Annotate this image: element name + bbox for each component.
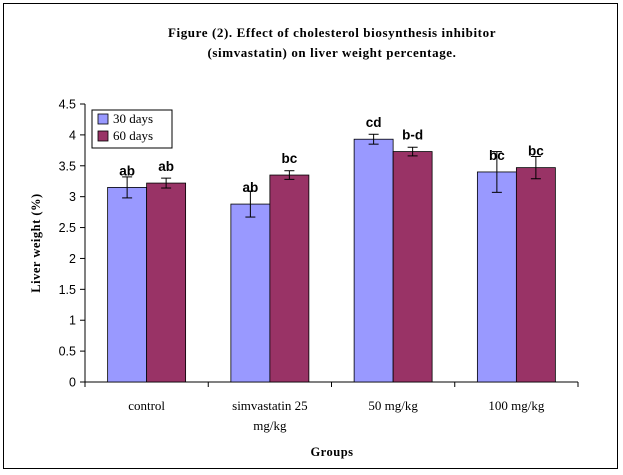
bar <box>146 182 187 383</box>
y-axis-title: Liver weight (%) <box>29 193 43 292</box>
bar <box>107 186 148 383</box>
y-tick-label: 2 <box>69 252 76 266</box>
chart-title-line-2: (simvastatin) on liver weight percentage… <box>207 45 456 60</box>
legend-label-30-days: 30 days <box>113 111 153 126</box>
bar <box>269 174 310 383</box>
y-tick-label: 1 <box>69 314 76 328</box>
y-tick-label: 2.5 <box>59 221 76 235</box>
y-tick-label: 1.5 <box>59 283 76 297</box>
data-label: bc <box>528 144 544 159</box>
data-label: ab <box>242 180 258 195</box>
bar <box>230 203 271 383</box>
bar <box>392 151 433 383</box>
y-tick-label: 3 <box>69 190 76 204</box>
y-tick-label: 0 <box>69 376 76 390</box>
legend: 30 days 60 days <box>91 109 173 149</box>
bar <box>515 167 556 383</box>
bar <box>353 138 394 383</box>
data-label: b-d <box>402 128 423 143</box>
plot-area: 0 0.5 1 1.5 2 2.5 3 3.5 4 4.5 control simvastatin 2… <box>59 98 579 433</box>
data-label: ab <box>119 163 135 178</box>
x-category-label: 100 mg/kg <box>488 398 544 413</box>
x-category-label: simvastatin 25 <box>232 398 307 413</box>
x-category-label: control <box>128 398 165 413</box>
data-label: ab <box>158 159 174 174</box>
y-tick-label: 0.5 <box>59 345 76 359</box>
data-label: cd <box>366 115 382 130</box>
x-axis-title: Groups <box>310 445 353 459</box>
bar <box>476 171 517 383</box>
legend-swatch-30-days <box>97 113 109 125</box>
data-label: bc <box>489 148 505 163</box>
data-label: bc <box>281 151 297 166</box>
legend-label-60-days: 60 days <box>113 128 153 143</box>
y-tick-label: 4 <box>69 128 76 142</box>
y-tick-label: 4.5 <box>59 98 76 112</box>
y-tick-label: 3.5 <box>59 159 76 173</box>
legend-swatch-60-days <box>97 130 109 142</box>
chart-title-line-1: Figure (2). Effect of cholesterol biosyn… <box>168 25 496 40</box>
x-category-label: 50 mg/kg <box>368 398 418 413</box>
x-category-label: mg/kg <box>253 418 287 433</box>
